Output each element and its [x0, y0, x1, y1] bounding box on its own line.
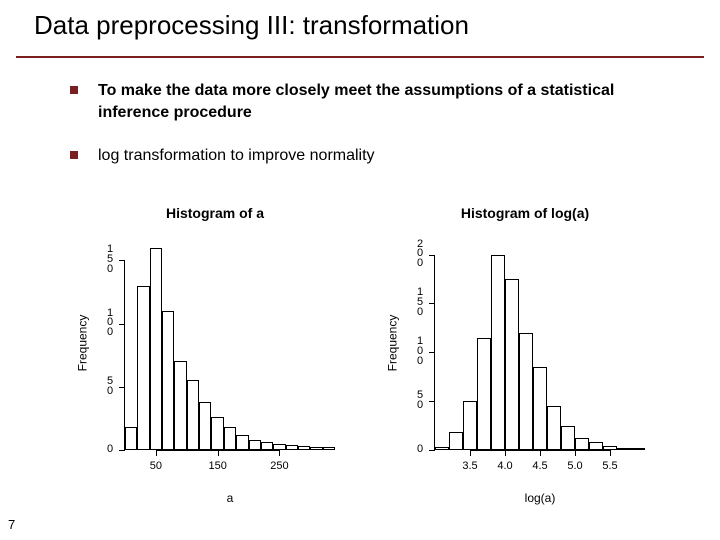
histogram-bar [617, 448, 631, 450]
bullet-item: log transformation to improve normality [70, 145, 680, 167]
x-tick-label: 4.0 [497, 460, 512, 472]
y-axis-label: Frequency [386, 235, 398, 450]
y-tick [119, 450, 125, 451]
x-tick [505, 450, 506, 456]
x-tick [610, 450, 611, 456]
histogram-bar [298, 446, 310, 450]
histogram-bar [323, 447, 335, 450]
y-tick [429, 255, 435, 256]
histogram-a: Histogram of a Frequency 050100150501502… [70, 205, 360, 505]
histogram-bar [310, 447, 322, 450]
histogram-bar [261, 442, 273, 450]
histogram-bar [249, 440, 261, 450]
histogram-bar [211, 417, 223, 450]
y-tick-label: 200 [415, 240, 425, 270]
x-tick [218, 450, 219, 456]
histogram-bar [150, 248, 162, 450]
histogram-bar [505, 279, 519, 450]
y-tick-label: 100 [415, 337, 425, 367]
y-tick [429, 352, 435, 353]
y-axis-line [124, 260, 125, 450]
histogram-bar [236, 435, 248, 450]
plot-area: 0501001502003.54.04.55.05.5 [435, 235, 645, 450]
histogram-bar [533, 367, 547, 450]
y-tick-label: 0 [415, 445, 425, 455]
histogram-bar [575, 438, 589, 450]
y-tick-label: 100 [105, 309, 115, 339]
chart-title: Histogram of a [70, 205, 360, 221]
histogram-bar [137, 286, 149, 450]
bullet-text: log transformation to improve normality [98, 145, 375, 167]
histogram-bar [547, 406, 561, 450]
y-tick [119, 387, 125, 388]
y-tick-label: 150 [105, 245, 115, 275]
y-tick [429, 450, 435, 451]
histogram-bar [435, 447, 449, 450]
x-tick [470, 450, 471, 456]
x-tick-label: 3.5 [462, 460, 477, 472]
bullet-text: To make the data more closely meet the a… [98, 80, 680, 123]
x-tick-label: 5.5 [602, 460, 617, 472]
histogram-bar [463, 401, 477, 450]
histogram-bar [162, 311, 174, 450]
histogram-bar [224, 427, 236, 450]
y-tick-label: 150 [415, 288, 425, 318]
x-axis-label: log(a) [435, 491, 645, 505]
histogram-bar [519, 333, 533, 450]
histogram-bar [286, 445, 298, 450]
x-tick-label: 4.5 [532, 460, 547, 472]
x-tick [540, 450, 541, 456]
histogram-bar [589, 442, 603, 450]
histogram-bar [199, 402, 211, 450]
x-tick [156, 450, 157, 456]
x-tick [575, 450, 576, 456]
y-tick-label: 50 [415, 391, 425, 411]
bullet-square-icon [70, 151, 78, 159]
histogram-bar [631, 448, 645, 450]
title-rule [16, 56, 704, 58]
histogram-bar [125, 427, 137, 450]
y-tick [119, 260, 125, 261]
histogram-bar [477, 338, 491, 450]
y-tick [119, 324, 125, 325]
x-tick-label: 50 [150, 460, 162, 472]
x-axis-label: a [125, 491, 335, 505]
histogram-log-a: Histogram of log(a) Frequency 0501001502… [380, 205, 670, 505]
bullet-list: To make the data more closely meet the a… [70, 80, 680, 189]
x-tick [279, 450, 280, 456]
bullet-square-icon [70, 86, 78, 94]
y-tick [429, 303, 435, 304]
plot-area: 05010015050150250 [125, 235, 335, 450]
chart-title: Histogram of log(a) [380, 205, 670, 221]
histogram-bar [174, 361, 186, 450]
histogram-bar [187, 380, 199, 450]
y-axis-label: Frequency [76, 235, 88, 450]
y-tick-label: 50 [105, 377, 115, 397]
x-tick-label: 150 [208, 460, 226, 472]
histogram-bar [491, 255, 505, 450]
histogram-bar [449, 432, 463, 450]
y-tick-label: 0 [105, 445, 115, 455]
page-number: 7 [8, 517, 15, 532]
charts-row: Histogram of a Frequency 050100150501502… [60, 205, 680, 520]
y-tick [429, 401, 435, 402]
x-tick-label: 5.0 [567, 460, 582, 472]
bullet-item: To make the data more closely meet the a… [70, 80, 680, 123]
x-tick-label: 250 [270, 460, 288, 472]
slide-title: Data preprocessing III: transformation [34, 10, 469, 41]
histogram-bar [561, 426, 575, 450]
